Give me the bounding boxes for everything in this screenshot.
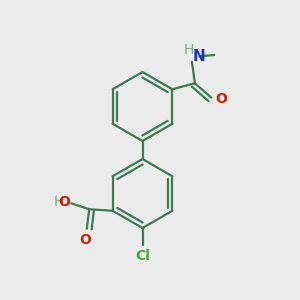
Text: O: O: [59, 195, 70, 209]
Text: O: O: [80, 233, 91, 247]
Text: Cl: Cl: [135, 249, 150, 263]
Text: H: H: [184, 43, 194, 57]
Text: N: N: [193, 49, 206, 64]
Text: H: H: [53, 195, 64, 209]
Text: O: O: [215, 92, 227, 106]
